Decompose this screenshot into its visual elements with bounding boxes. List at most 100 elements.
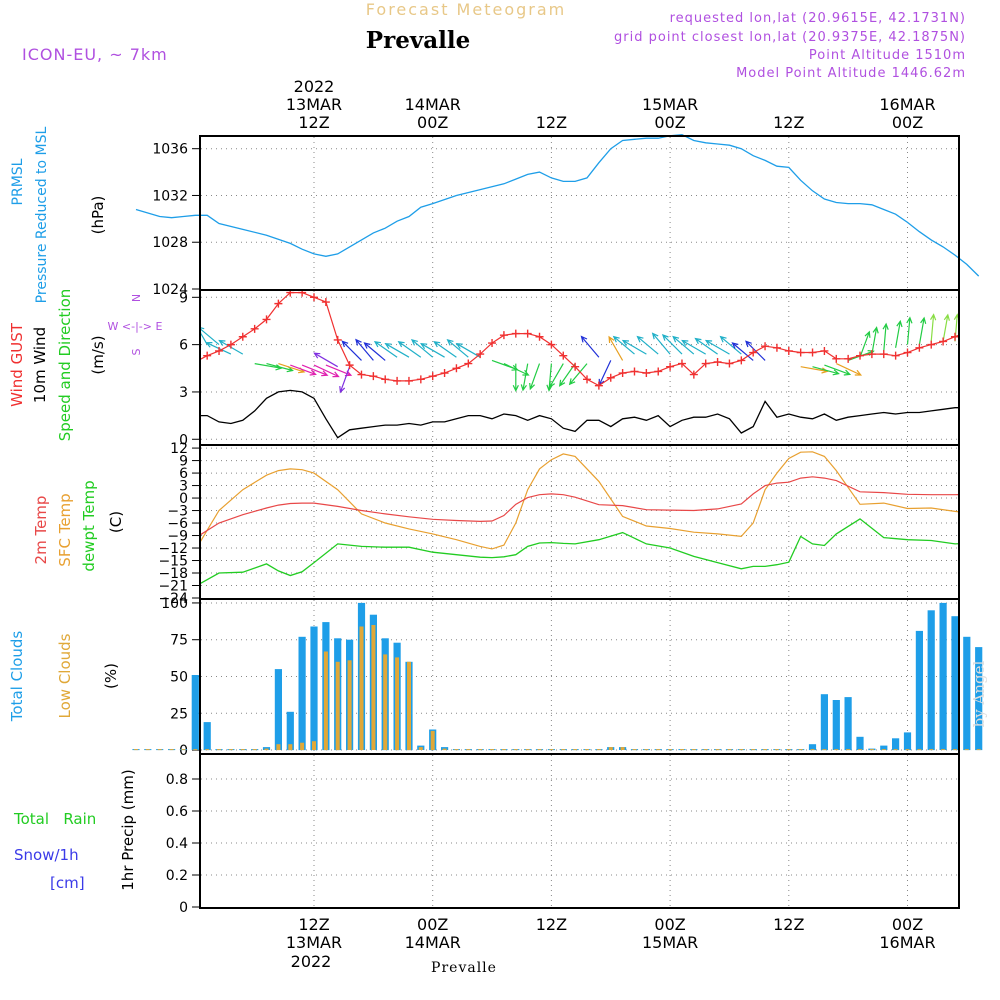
low-cloud-bar (264, 748, 269, 751)
low-cloud-bar (869, 749, 874, 751)
gust-marker (440, 369, 449, 378)
top-hour-label: 00Z (654, 113, 685, 132)
gust-marker (594, 381, 603, 390)
bottom-hour-label: 12Z (298, 915, 329, 934)
sfc-temp-line (201, 451, 958, 550)
low-cloud-bar (217, 749, 221, 751)
low-cloud-bar (561, 749, 566, 751)
low-cloud-bar (727, 749, 732, 751)
gust-marker (535, 332, 544, 341)
y-tick-label: 0 (179, 491, 188, 507)
y-tick-label: 9 (179, 290, 188, 306)
header-model: ICON-EU, ~ 7km (22, 45, 168, 64)
low-cloud-bar (395, 657, 400, 751)
top-hour-label: 12Z (536, 113, 567, 132)
clouds-label-total: Total Clouds (8, 631, 26, 723)
y-tick-label: −12 (158, 541, 188, 557)
total-cloud-bar (903, 732, 912, 751)
gust-marker (226, 340, 235, 349)
y-tick-label: 1032 (152, 188, 188, 204)
low-cloud-bar (240, 749, 245, 751)
low-cloud-bar (407, 661, 411, 751)
low-cloud-bar (905, 749, 910, 751)
compass-south: S (130, 348, 143, 355)
footer-location: Prevalle (431, 960, 497, 976)
pressure-y-ticks: 1024 1028 1032 1036 (152, 142, 200, 298)
low-cloud-bar (478, 749, 483, 751)
wind-arrow (301, 364, 329, 377)
wind-label-10m: 10m Wind (31, 327, 49, 403)
precip-frame (199, 753, 960, 909)
top-date-label: 16MAR (879, 95, 935, 114)
wind-grid (201, 291, 958, 444)
gust-marker (784, 346, 793, 355)
low-cloud-bar (513, 749, 518, 751)
gust-marker (286, 291, 295, 297)
wind-arrow (918, 316, 927, 345)
y-tick-label: 3 (179, 385, 188, 401)
y-tick-label: 0 (179, 432, 188, 448)
gust-marker (499, 331, 508, 340)
gust-marker (808, 348, 817, 357)
total-cloud-bar (939, 602, 947, 750)
gust-marker (262, 315, 271, 324)
low-cloud-bar (786, 749, 791, 751)
total-cloud-bar (274, 669, 282, 750)
wind-arrow (824, 364, 852, 376)
low-cloud-bar (941, 749, 946, 751)
gust-marker (879, 350, 888, 359)
low-cloud-bar (691, 749, 696, 751)
wind-arrow (651, 332, 671, 355)
wind-arrow (512, 363, 519, 392)
total-cloud-bar (975, 647, 983, 751)
y-tick-label: −21 (158, 579, 188, 595)
top-date-label: 13MAR (286, 95, 342, 114)
wind-arrow (384, 342, 410, 358)
gust-marker (903, 348, 912, 357)
bottom-hour-label: 00Z (892, 915, 923, 934)
precip-grid (201, 755, 958, 907)
precip-unit: 1hr Precip (mm) (119, 769, 137, 890)
gust-marker (654, 367, 663, 376)
low-cloud-bar (596, 749, 601, 751)
gust-marker (179, 361, 187, 369)
low-cloud-bar (976, 749, 981, 751)
top-date-label: 14MAR (405, 95, 461, 114)
gust-marker (369, 372, 378, 381)
low-cloud-bar (774, 749, 779, 751)
wind-arrow (455, 342, 481, 358)
gust-marker (630, 367, 639, 376)
bottom-date-label: 14MAR (405, 933, 461, 952)
gust-marker (298, 291, 307, 297)
credit-watermark: by Angel (970, 660, 988, 727)
gust-marker (737, 356, 746, 365)
bottom-hour-label: 12Z (536, 915, 567, 934)
low-cloud-bar (881, 749, 886, 751)
low-cloud-bar (846, 749, 851, 751)
gust-marker (381, 375, 390, 384)
temperature-grid (201, 446, 958, 598)
low-cloud-bar (608, 747, 613, 750)
low-cloud-bar (205, 749, 210, 751)
gust-marker (642, 369, 651, 378)
low-cloud-bar (442, 748, 447, 751)
wind-arrow (859, 330, 871, 358)
bottom-hour-label: 12Z (773, 915, 804, 934)
gust-marker (357, 370, 366, 379)
top-date-label: 15MAR (642, 95, 698, 114)
pressure-label-msl: Pressure Reduced to MSL (34, 126, 50, 303)
gust-marker (345, 361, 354, 370)
total-cloud-bar (286, 711, 294, 751)
y-tick-label: −18 (158, 566, 188, 582)
wind-panel: 0 3 6 9 Wind GUST 10m Wind Speed and Direct… (8, 289, 983, 448)
wind-arrow (580, 335, 600, 358)
y-tick-label: 0 (179, 743, 188, 759)
gust-marker (927, 340, 936, 349)
wind-arrow (978, 315, 983, 342)
bottom-date-label: 13MAR (286, 933, 342, 952)
low-cloud-bar (347, 660, 352, 750)
wind-arrow (433, 341, 457, 358)
gust-marker (203, 351, 212, 360)
